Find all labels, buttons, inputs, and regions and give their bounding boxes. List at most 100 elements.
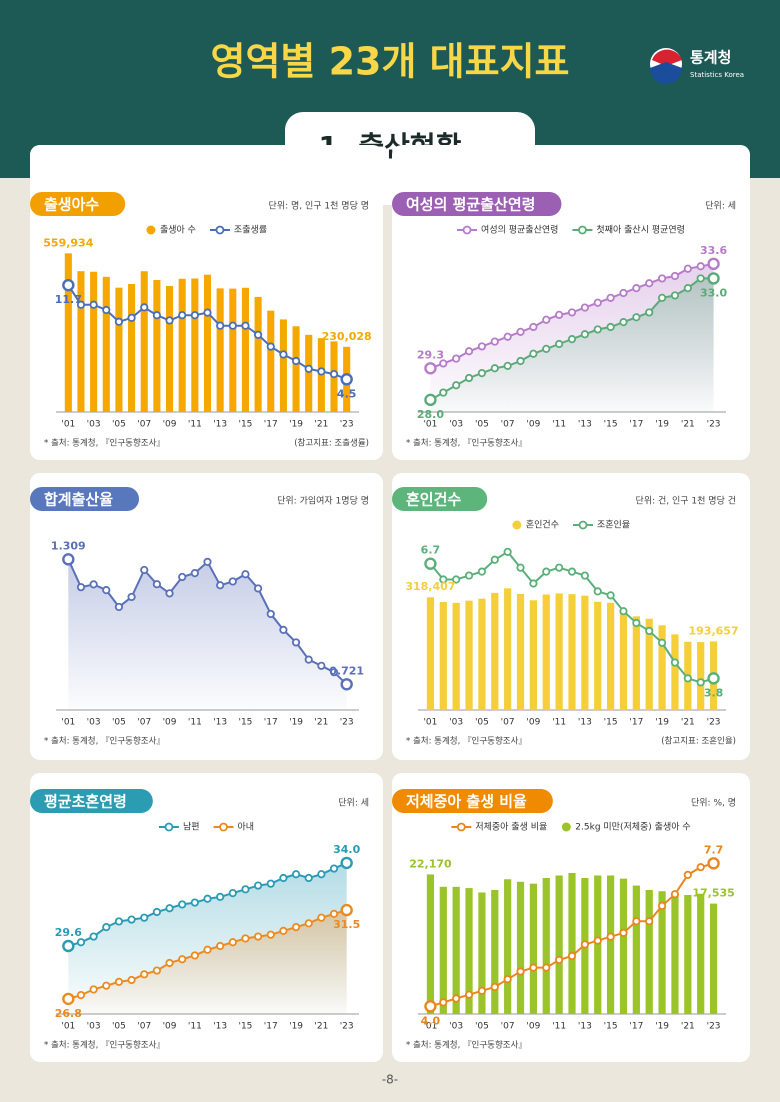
- point: [89, 580, 98, 589]
- point: [657, 638, 667, 647]
- point: [542, 963, 551, 972]
- point: [178, 572, 187, 582]
- point: [593, 325, 602, 334]
- legend-label: 첫째아 출산시 평균연령: [596, 224, 685, 236]
- point: [593, 936, 602, 945]
- reference-note: (참고지표: 조혼인율): [661, 736, 736, 747]
- x-tick-label: '19: [655, 1022, 669, 1032]
- point: [127, 915, 136, 924]
- point: [580, 940, 589, 949]
- chart-title: 여성의 평균출산연령: [406, 196, 535, 214]
- point: [516, 563, 525, 572]
- x-tick-label: '19: [289, 1022, 303, 1032]
- bar: [516, 593, 525, 710]
- point: [683, 674, 692, 683]
- x-tick-label: '15: [238, 1022, 252, 1032]
- point: [140, 913, 149, 922]
- value-label: 11.7: [55, 293, 82, 306]
- value-label: 230,028: [322, 330, 372, 343]
- value-label: 34.0: [333, 843, 360, 856]
- x-tick-label: '07: [501, 718, 515, 728]
- point: [503, 975, 512, 984]
- point: [340, 903, 353, 917]
- point: [329, 369, 339, 379]
- value-label: 4.5: [337, 387, 357, 400]
- x-tick-label: '23: [340, 420, 354, 430]
- point: [593, 298, 602, 307]
- legend-label: 여성의 평균출산연령: [481, 224, 558, 236]
- point: [291, 356, 301, 366]
- chart-title: 저체중아 출생 비율: [406, 793, 527, 811]
- point: [279, 873, 288, 883]
- source-note: * 출처: 통계청, 『인구동향조사』: [44, 736, 165, 747]
- point: [567, 335, 577, 344]
- point: [340, 856, 353, 870]
- bar: [465, 600, 473, 710]
- bar: [632, 616, 640, 710]
- point: [555, 955, 564, 965]
- point: [542, 315, 551, 324]
- bar: [128, 284, 136, 412]
- legend-label: 남편: [183, 821, 200, 833]
- legend: 남편 아내: [158, 821, 254, 833]
- x-tick-label: '13: [213, 718, 227, 728]
- point: [567, 308, 577, 317]
- x-tick-label: '05: [475, 1022, 489, 1032]
- x-tick-label: '21: [681, 420, 695, 430]
- point: [102, 981, 111, 990]
- x-tick-label: '09: [163, 420, 177, 430]
- point: [76, 991, 86, 1000]
- point: [279, 926, 288, 935]
- point: [317, 367, 326, 376]
- logo: 통계청 Statistics Korea: [650, 48, 744, 84]
- bar: [241, 287, 249, 412]
- point: [279, 350, 288, 359]
- point: [127, 975, 136, 985]
- bar: [140, 271, 148, 412]
- x-tick-label: '13: [213, 420, 227, 430]
- legend-label: 출생아 수: [160, 225, 196, 236]
- point: [529, 579, 538, 588]
- point: [102, 305, 111, 315]
- point: [645, 279, 654, 288]
- point: [266, 609, 275, 619]
- x-tick-label: '21: [314, 718, 328, 728]
- point: [670, 890, 680, 899]
- x-tick-label: '01: [61, 420, 75, 430]
- point: [606, 322, 615, 332]
- point: [62, 553, 75, 566]
- point: [329, 909, 339, 918]
- bar: [439, 602, 447, 710]
- value-label: 29.6: [55, 926, 82, 939]
- point: [304, 655, 313, 664]
- point: [645, 626, 654, 636]
- bar: [305, 334, 313, 412]
- bar: [594, 601, 602, 710]
- x-tick-label: '19: [289, 420, 303, 430]
- x-tick-label: '01: [423, 1022, 437, 1032]
- x-tick-label: '07: [137, 1022, 151, 1032]
- point: [241, 570, 250, 579]
- point: [190, 569, 199, 578]
- source-note: * 출처: 통계청, 『인구동향조사』: [406, 736, 527, 747]
- bar: [619, 610, 628, 710]
- point: [152, 966, 161, 975]
- x-tick-label: '01: [61, 1022, 75, 1032]
- legend: 저체중아 출생 비율 2.5kg 미만(저체중) 출생아 수: [451, 822, 691, 833]
- chart-title: 혼인건수: [406, 491, 461, 509]
- point: [464, 990, 474, 999]
- point: [477, 986, 487, 995]
- title-tab: [30, 192, 126, 216]
- value-label: 318,407: [405, 580, 455, 593]
- point: [490, 337, 499, 346]
- legend-label: 조출생률: [234, 225, 267, 236]
- point: [228, 577, 237, 586]
- point: [670, 291, 680, 300]
- area-fill: [68, 910, 347, 1014]
- bar: [555, 593, 563, 710]
- point: [266, 930, 275, 939]
- point: [216, 892, 225, 901]
- bar: [697, 642, 705, 710]
- unit-label: 단위: 명, 인구 1천 명당 명: [269, 201, 369, 212]
- point: [529, 349, 538, 358]
